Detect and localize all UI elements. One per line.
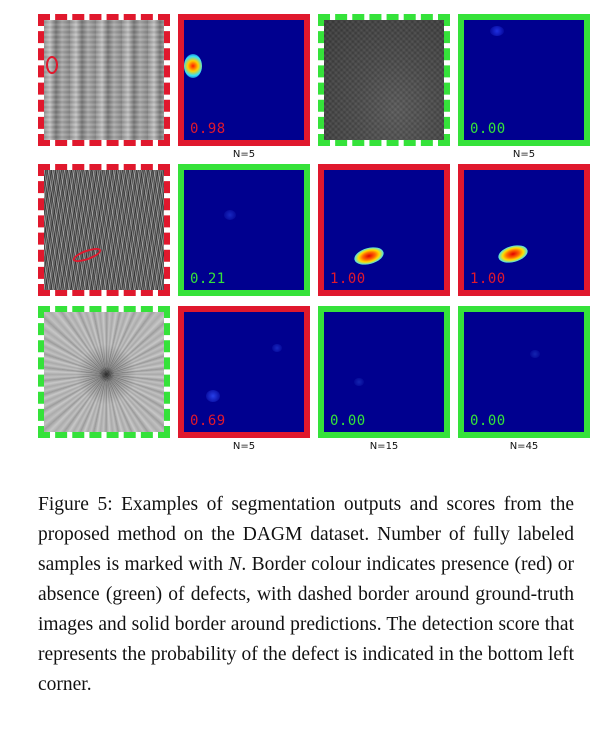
- detection-score: 1.00: [470, 271, 506, 287]
- figure-tile-r1c2: 0.98: [178, 14, 310, 146]
- figure-caption: Figure 5: Examples of segmentation outpu…: [38, 490, 574, 700]
- prediction-heatmap: 1.00: [318, 164, 450, 296]
- detection-score: 0.21: [190, 271, 226, 287]
- defect-hotspot: [352, 244, 386, 268]
- n-label: N=5: [232, 149, 256, 160]
- figure-tile-r2c2: 0.21: [178, 164, 310, 296]
- detection-score: 0.00: [470, 413, 506, 429]
- detection-score: 0.69: [190, 413, 226, 429]
- figure-tile-r2c4: 1.00: [458, 164, 590, 296]
- ground-truth-image-no-defect: [38, 306, 170, 438]
- figure-tile-r3c2: 0.69: [178, 306, 310, 438]
- prediction-heatmap: 1.00: [458, 164, 590, 296]
- ground-truth-image-defect: [38, 164, 170, 296]
- defect-hotspot: [496, 242, 530, 266]
- prediction-heatmap: 0.69: [178, 306, 310, 438]
- figure-tile-r2c3: 1.00: [318, 164, 450, 296]
- figure-tile-r2c1: [38, 164, 170, 296]
- caption-variable: N: [228, 554, 242, 575]
- prediction-heatmap: 0.00: [458, 306, 590, 438]
- detection-score: 1.00: [330, 271, 366, 287]
- prediction-heatmap: 0.00: [458, 14, 590, 146]
- prediction-heatmap: 0.98: [178, 14, 310, 146]
- n-label: N=15: [369, 441, 399, 452]
- figure-tile-r3c4: 0.00: [458, 306, 590, 438]
- detection-score: 0.00: [470, 121, 506, 137]
- defect-hotspot: [184, 54, 202, 78]
- ground-truth-image-no-defect: [318, 14, 450, 146]
- figure-tile-r3c3: 0.00: [318, 306, 450, 438]
- figure-tile-r3c1: [38, 306, 170, 438]
- prediction-heatmap: 0.21: [178, 164, 310, 296]
- figure-tile-r1c4: 0.00: [458, 14, 590, 146]
- figure-tile-r1c1: [38, 14, 170, 146]
- defect-annotation: [46, 56, 58, 74]
- caption-text-part1: Figure 5: Examples of segmentation outpu…: [38, 494, 574, 575]
- figure-tile-r1c3: [318, 14, 450, 146]
- n-label: N=45: [509, 441, 539, 452]
- caption-text-part2: . Border colour indicates presence (red)…: [38, 554, 575, 695]
- prediction-heatmap: 0.00: [318, 306, 450, 438]
- detection-score: 0.98: [190, 121, 226, 137]
- n-label: N=5: [232, 441, 256, 452]
- detection-score: 0.00: [330, 413, 366, 429]
- ground-truth-image-defect: [38, 14, 170, 146]
- n-label: N=5: [512, 149, 536, 160]
